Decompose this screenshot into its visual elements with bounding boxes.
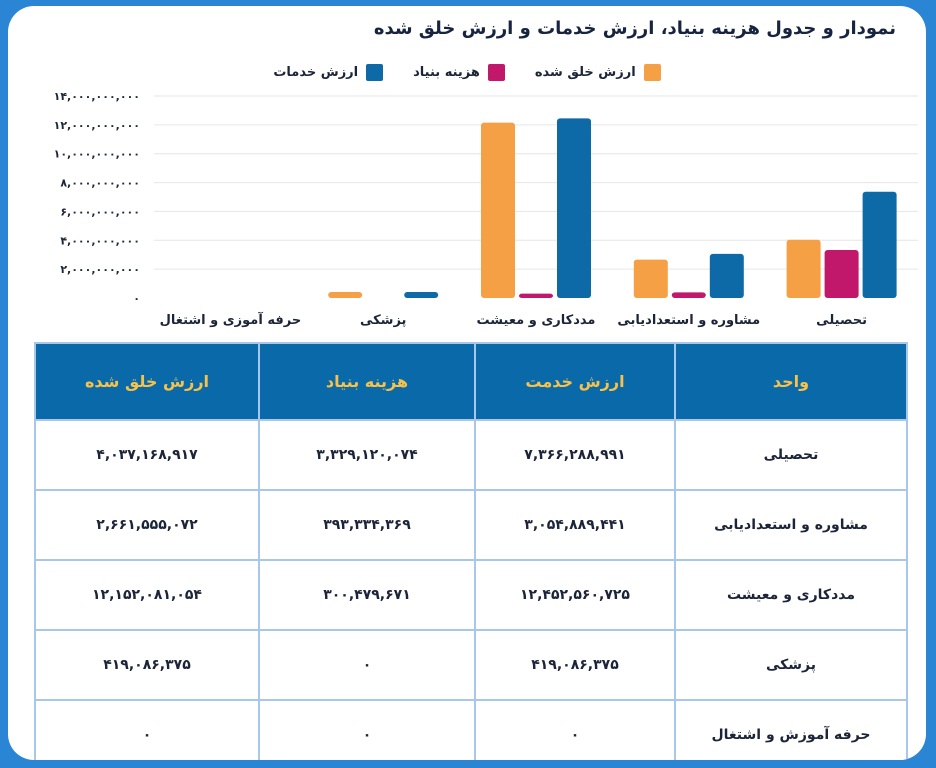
cell-number: ۳,۳۲۹,۱۲۰,۰۷۴ bbox=[258, 419, 476, 491]
y-tick-label: ۸,۰۰۰,۰۰۰,۰۰۰ bbox=[60, 177, 140, 190]
cell-unit: مددکاری و معیشت bbox=[674, 559, 908, 631]
cell-number: ۳۰۰,۴۷۹,۶۷۱ bbox=[258, 559, 476, 631]
bar bbox=[824, 249, 859, 298]
cell-unit: حرفه آموزش و اشتغال bbox=[674, 699, 908, 760]
cell-number: ۴۱۹,۰۸۶,۳۷۵ bbox=[474, 629, 676, 701]
cell-number: ۰ bbox=[34, 699, 260, 760]
x-tick-label: تحصیلی bbox=[816, 313, 867, 328]
y-tick-label: ۱۰,۰۰۰,۰۰۰,۰۰۰ bbox=[54, 148, 140, 161]
header-foundation-cost: هزینه بنیاد bbox=[258, 342, 476, 421]
cell-number: ۱۲,۱۵۲,۰۸۱,۰۵۴ bbox=[34, 559, 260, 631]
table-header-row: واحد ارزش خدمت هزینه بنیاد ارزش خلق شده bbox=[34, 342, 908, 421]
y-tick-label: ۲,۰۰۰,۰۰۰,۰۰۰ bbox=[60, 263, 140, 276]
bar bbox=[481, 122, 515, 298]
cell-number: ۴۱۹,۰۸۶,۳۷۵ bbox=[34, 629, 260, 701]
legend-label: هزینه بنیاد bbox=[413, 65, 480, 80]
bar bbox=[404, 291, 439, 298]
x-tick-label: مشاوره و استعدادیابی bbox=[617, 313, 760, 328]
table-row: حرفه آموزش و اشتغال ۰ ۰ ۰ bbox=[34, 699, 908, 760]
y-tick-label: ۱۲,۰۰۰,۰۰۰,۰۰۰ bbox=[54, 119, 140, 132]
y-tick-label: ۱۴,۰۰۰,۰۰۰,۰۰۰ bbox=[54, 90, 140, 103]
table-row: تحصیلی ۷,۳۶۶,۲۸۸,۹۹۱ ۳,۳۲۹,۱۲۰,۰۷۴ ۴,۰۳۷… bbox=[34, 419, 908, 491]
cell-number: ۷,۳۶۶,۲۸۸,۹۹۱ bbox=[474, 419, 676, 491]
bar-chart: ۰ ۲,۰۰۰,۰۰۰,۰۰۰ ۴,۰۰۰,۰۰۰,۰۰۰ ۶,۰۰۰,۰۰۰,۰۰۰… bbox=[54, 90, 918, 328]
bar bbox=[709, 253, 744, 298]
cell-number: ۰ bbox=[258, 629, 476, 701]
chart-legend: ارزش خدمات هزینه بنیاد ارزش خلق شده bbox=[8, 64, 926, 81]
x-tick-label: حرفه آموزی و اشتغال bbox=[160, 311, 302, 328]
legend-swatch-foundation-cost bbox=[487, 64, 505, 81]
cell-unit: تحصیلی bbox=[674, 419, 908, 491]
y-tick-label: ۰ bbox=[133, 292, 140, 305]
bar bbox=[786, 239, 821, 298]
legend-item-service-value: ارزش خدمات bbox=[273, 64, 384, 81]
table-row: مددکاری و معیشت ۱۲,۴۵۲,۵۶۰,۷۲۵ ۳۰۰,۴۷۹,۶… bbox=[34, 559, 908, 631]
cell-number: ۰ bbox=[258, 699, 476, 760]
bar bbox=[519, 293, 553, 298]
y-tick-label: ۴,۰۰۰,۰۰۰,۰۰۰ bbox=[60, 234, 140, 247]
data-table: واحد ارزش خدمت هزینه بنیاد ارزش خلق شده … bbox=[34, 342, 908, 760]
cell-number: ۰ bbox=[474, 699, 676, 760]
bar bbox=[633, 259, 668, 298]
table-row: پزشکی ۴۱۹,۰۸۶,۳۷۵ ۰ ۴۱۹,۰۸۶,۳۷۵ bbox=[34, 629, 908, 701]
x-tick-label: پزشکی bbox=[360, 313, 406, 328]
cell-number: ۴,۰۳۷,۱۶۸,۹۱۷ bbox=[34, 419, 260, 491]
x-tick-label: مددکاری و معیشت bbox=[477, 313, 596, 328]
cell-number: ۱۲,۴۵۲,۵۶۰,۷۲۵ bbox=[474, 559, 676, 631]
cell-number: ۳۹۳,۳۳۴,۳۶۹ bbox=[258, 489, 476, 561]
legend-item-created-value: ارزش خلق شده bbox=[535, 64, 661, 81]
cell-unit: پزشکی bbox=[674, 629, 908, 701]
bar bbox=[557, 118, 591, 299]
legend-swatch-created-value bbox=[643, 64, 661, 81]
legend-label: ارزش خلق شده bbox=[534, 65, 636, 80]
header-service-value: ارزش خدمت bbox=[474, 342, 676, 421]
legend-label: ارزش خدمات bbox=[273, 65, 359, 80]
bar bbox=[328, 291, 363, 298]
bar bbox=[671, 292, 706, 298]
bar bbox=[862, 191, 897, 298]
y-tick-label: ۶,۰۰۰,۰۰۰,۰۰۰ bbox=[60, 205, 140, 218]
header-created-value: ارزش خلق شده bbox=[34, 342, 260, 421]
legend-swatch-service-value bbox=[366, 64, 384, 81]
page-title: نمودار و جدول هزینه بنیاد، ارزش خدمات و … bbox=[373, 18, 896, 39]
legend-item-foundation-cost: هزینه بنیاد bbox=[413, 64, 505, 81]
table-row: مشاوره و استعدادیابی ۳,۰۵۴,۸۸۹,۴۴۱ ۳۹۳,۳… bbox=[34, 489, 908, 561]
report-card: نمودار و جدول هزینه بنیاد، ارزش خدمات و … bbox=[8, 6, 926, 760]
cell-number: ۳,۰۵۴,۸۸۹,۴۴۱ bbox=[474, 489, 676, 561]
cell-unit: مشاوره و استعدادیابی bbox=[674, 489, 908, 561]
header-unit: واحد bbox=[674, 342, 908, 421]
cell-number: ۲,۶۶۱,۵۵۵,۰۷۲ bbox=[34, 489, 260, 561]
